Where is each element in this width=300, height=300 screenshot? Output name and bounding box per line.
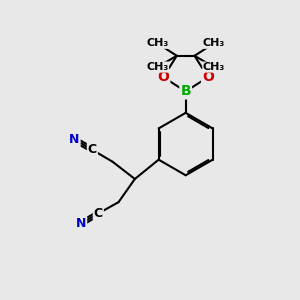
Text: O: O — [158, 70, 169, 84]
Text: B: B — [180, 84, 191, 98]
Text: CH₃: CH₃ — [146, 62, 169, 72]
Text: CH₃: CH₃ — [146, 38, 169, 48]
Text: CH₃: CH₃ — [203, 62, 225, 72]
Text: N: N — [69, 133, 80, 146]
Text: CH₃: CH₃ — [203, 38, 225, 48]
Text: C: C — [94, 207, 103, 220]
Text: N: N — [76, 217, 86, 230]
Text: C: C — [88, 143, 97, 156]
Text: O: O — [202, 70, 214, 84]
